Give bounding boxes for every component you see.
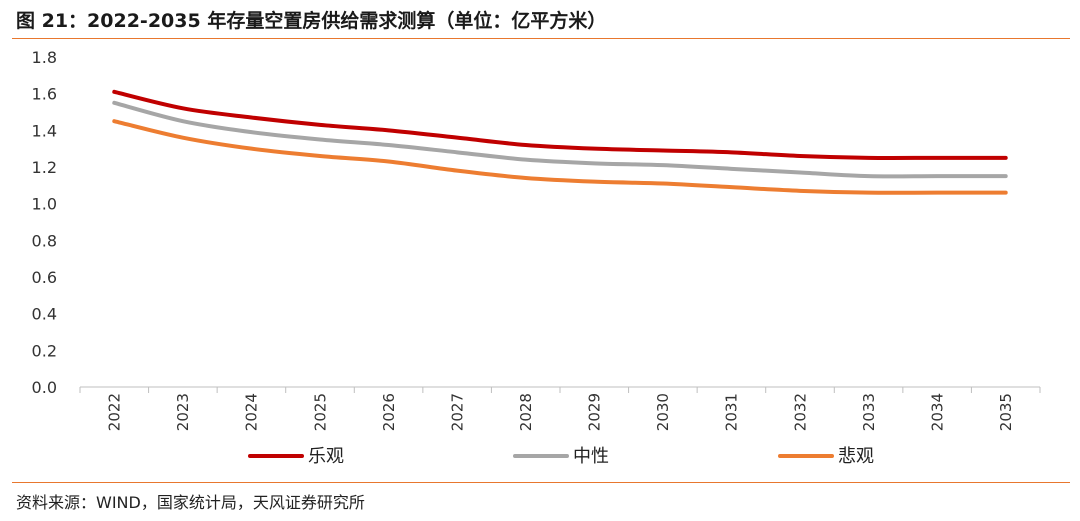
y-axis: 0.0 0.2 0.4 0.6 0.8 1.0 1.2 1.4 1.6 1.8 [32, 48, 57, 397]
x-tick-label: 2032 [791, 393, 809, 431]
x-tick-label: 2028 [517, 393, 535, 431]
y-tick-label: 1.0 [32, 195, 57, 214]
y-tick-label: 1.4 [32, 121, 57, 140]
x-tick-label: 2030 [654, 393, 672, 431]
y-tick-label: 0.6 [32, 268, 57, 287]
y-tick-label: 1.6 [32, 85, 57, 104]
series-line-乐观 [112, 89, 1008, 160]
x-tick-label: 2035 [997, 393, 1015, 431]
chart-title: 图 21：2022-2035 年存量空置房供给需求测算（单位：亿平方米） [16, 10, 607, 32]
y-tick-label: 0.2 [32, 341, 57, 360]
title-divider [12, 38, 1070, 39]
x-tick-label: 2027 [448, 393, 466, 431]
x-tick-label: 2033 [860, 393, 878, 431]
y-tick-label: 1.2 [32, 158, 57, 177]
series-line-中性 [112, 100, 1008, 179]
legend: 乐观 中性 悲观 [248, 446, 874, 467]
x-tick-label: 2029 [586, 393, 604, 431]
legend-label: 中性 [573, 446, 609, 467]
line-chart: 0.00.20.40.60.81.01.21.41.61.8 2022 2023 2… [32, 48, 1041, 467]
series-line-悲观 [112, 119, 1008, 195]
y-tick-label: 0.0 [32, 378, 57, 397]
source-note: 资料来源：WIND，国家统计局，天风证券研究所 [16, 493, 365, 512]
legend-label: 悲观 [838, 446, 874, 467]
source-divider [12, 482, 1070, 483]
y-tick-label: 0.4 [32, 305, 57, 324]
x-tick-label: 2023 [174, 393, 192, 431]
x-tick-label: 2026 [380, 393, 398, 431]
x-tick-label: 2031 [723, 393, 741, 431]
x-tick-label: 2024 [243, 393, 261, 431]
series-group [112, 89, 1008, 195]
y-tick-label: 1.8 [32, 48, 57, 67]
x-tick-label: 2025 [311, 393, 329, 431]
y-tick-label: 0.8 [32, 231, 57, 250]
x-tick-label: 2022 [106, 393, 124, 431]
x-axis: 2022 2023 2024 2025 2026 2027 2028 2029 2030 2031… [79, 386, 1041, 431]
legend-label: 乐观 [308, 446, 344, 467]
x-tick-label: 2034 [928, 393, 946, 431]
